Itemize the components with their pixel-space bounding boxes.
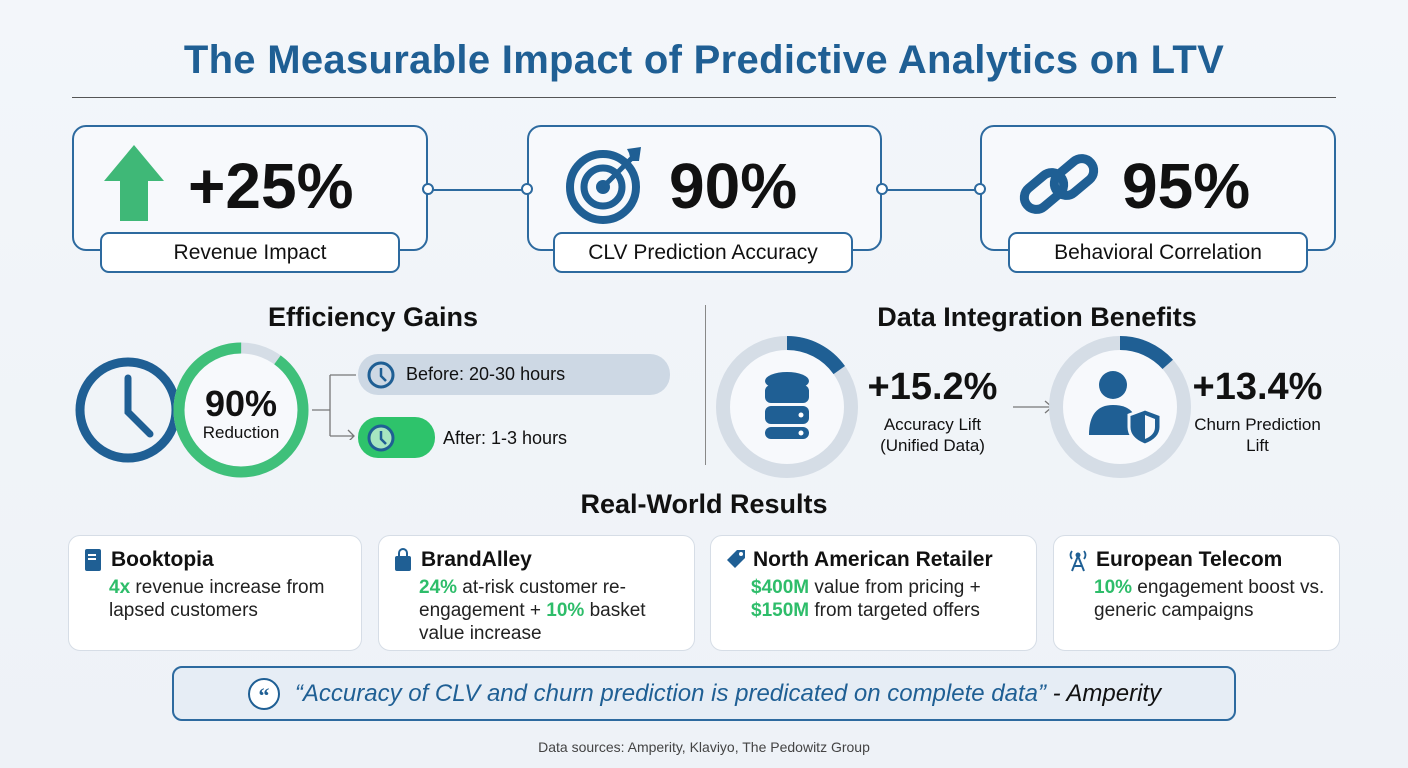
integration-heading: Data Integration Benefits [877,302,1197,332]
kpi-label: Behavioral Correlation [1008,232,1308,273]
result-description: 24% at-risk customer re-engagement + 10%… [419,576,680,645]
result-card: North American Retailer $400M value from … [710,535,1037,651]
highlight-value: $150M [751,600,810,621]
result-text: from targeted offers [809,600,980,621]
connector [882,189,980,191]
result-text: basket value increase [419,600,646,644]
sources: Data sources: Amperity, Klaviyo, The Ped… [538,739,870,755]
database-icon [765,372,809,439]
highlight-value: 10% [1094,577,1133,598]
accuracy-ring-fill [716,336,858,478]
label-line: Churn Prediction [1194,415,1321,434]
page-title: The Measurable Impact of Predictive Anal… [183,38,1225,82]
antenna-icon [1069,550,1087,572]
clock-icon [75,357,181,463]
kpi-card-correlation: 95% [980,125,1336,251]
kpi-value: 95% [1122,150,1251,222]
book-icon [85,549,101,571]
user-shield-icon [1089,371,1163,447]
result-description: 4x revenue increase from lapsed customer… [109,576,347,622]
kpi-label: CLV Prediction Accuracy [553,232,853,273]
result-description: 10% engagement boost vs. generic campaig… [1094,576,1325,622]
accuracy-lift-value: +15.2% [867,366,998,408]
efficiency-heading: Efficiency Gains [267,302,479,332]
highlight-value: $400M [751,577,810,598]
churn-lift-value: +13.4% [1192,366,1323,408]
label-line: Accuracy Lift [883,415,982,434]
label-line: Lift [1246,436,1269,455]
branch-connector [312,374,356,440]
connector-dot [521,183,533,195]
quote-box: “ “Accuracy of CLV and churn prediction … [172,666,1236,721]
result-card: BrandAlley 24% at-risk customer re-engage… [378,535,695,651]
quote-text: “Accuracy of CLV and churn prediction is… [294,679,1046,707]
divider [72,97,1336,98]
reduction-value: 90% [204,383,278,424]
churn-ring-fill [1049,336,1191,478]
tag-icon [727,550,745,568]
highlight-value: 10% [546,600,585,621]
kpi-value: +25% [188,150,354,222]
result-description: $400M value from pricing + $150M from ta… [751,576,1022,622]
connector [428,189,527,191]
kpi-value: 90% [669,150,798,222]
result-text: revenue increase from lapsed customers [109,577,325,621]
quote-author: - Amperity [1045,679,1162,707]
accuracy-lift-label: Accuracy Lift (Unified Data) [855,414,1010,456]
reduction-ring-fill [173,342,309,478]
churn-lift-label: Churn Prediction Lift [1180,414,1335,456]
connector-dot [876,183,888,195]
results-heading: Real-World Results [580,489,828,519]
result-text: value from pricing + [809,577,981,598]
company-name: BrandAlley [421,548,532,571]
efficiency-graphic [75,342,309,478]
company-name: North American Retailer [753,548,993,571]
kpi-card-revenue: +25% [72,125,428,251]
company-name: European Telecom [1096,548,1283,571]
result-text: engagement boost vs. generic campaigns [1094,577,1325,621]
before-label: Before: 20-30 hours [406,364,566,384]
result-card: Booktopia 4x revenue increase from lapsed… [68,535,362,651]
before-bar: Before: 20-30 hours [358,354,670,395]
label-line: (Unified Data) [880,436,985,455]
after-label: After: 1-3 hours [443,428,568,448]
quote-icon: “ [247,677,280,710]
connector-dot [974,183,986,195]
integration-graphic [716,336,1191,478]
clock-icon [367,361,395,389]
highlight-value: 24% [419,577,458,598]
kpi-label: Revenue Impact [100,232,400,273]
company-name: Booktopia [111,548,214,571]
arrow-icon [1013,400,1053,414]
arrow-up-icon [104,145,164,221]
connector-dot [422,183,434,195]
section-divider [705,305,706,465]
result-card: European Telecom 10% engagement boost vs.… [1053,535,1340,651]
svg-text:“: “ [258,683,269,708]
shopping-bag-icon [395,548,411,571]
after-bar [358,417,435,458]
clock-icon [367,424,395,452]
target-icon [566,147,641,224]
result-text: at-risk customer re-engagement + [419,577,626,621]
highlight-value: 4x [109,577,131,598]
reduction-label: Reduction [202,423,280,442]
link-icon [1019,154,1099,214]
